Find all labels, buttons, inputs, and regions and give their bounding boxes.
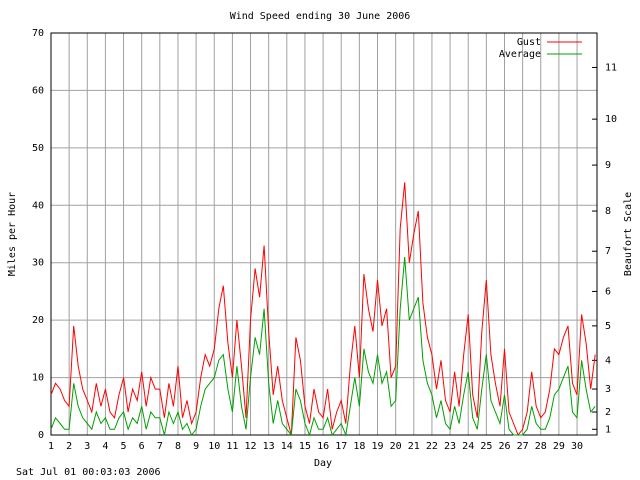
y2-tick-label: 10	[605, 114, 617, 125]
x-tick-label: 12	[245, 441, 257, 452]
chart-title: Wind Speed ending 30 June 2006	[230, 11, 411, 22]
x-tick-label: 1	[48, 441, 54, 452]
y2-tick-label: 5	[605, 321, 611, 332]
x-tick-label: 21	[408, 441, 420, 452]
x-tick-label: 20	[390, 441, 402, 452]
x-tick-label: 24	[462, 441, 474, 452]
x-tick-label: 8	[175, 441, 181, 452]
x-tick-label: 28	[535, 441, 547, 452]
y2-tick-label: 2	[605, 407, 611, 418]
legend-label: Gust	[517, 37, 541, 48]
legend-label: Average	[499, 49, 541, 60]
y-tick-label: 50	[32, 143, 44, 154]
x-tick-label: 18	[353, 441, 365, 452]
y2-tick-label: 11	[605, 62, 617, 73]
y-axis-label: Miles per Hour	[7, 192, 18, 276]
x-tick-label: 3	[84, 441, 90, 452]
x-tick-label: 29	[553, 441, 565, 452]
x-tick-label: 22	[426, 441, 438, 452]
x-tick-label: 15	[299, 441, 311, 452]
y2-tick-label: 6	[605, 286, 611, 297]
x-tick-label: 13	[263, 441, 275, 452]
y2-tick-label: 9	[605, 160, 611, 171]
y2-tick-label: 8	[605, 206, 611, 217]
y2-tick-label: 7	[605, 246, 611, 257]
y-tick-label: 30	[32, 258, 44, 269]
x-tick-label: 16	[317, 441, 329, 452]
x-tick-label: 27	[517, 441, 529, 452]
y2-axis-label: Beaufort Scale	[623, 192, 634, 276]
y-tick-label: 20	[32, 315, 44, 326]
y2-tick-label: 4	[605, 355, 611, 366]
x-tick-label: 14	[281, 441, 293, 452]
x-tick-label: 6	[139, 441, 145, 452]
y-tick-label: 10	[32, 373, 44, 384]
line-series	[50, 256, 596, 437]
y-tick-label: 70	[32, 28, 44, 39]
y2-tick-label: 3	[605, 384, 611, 395]
y-tick-label: 60	[32, 85, 44, 96]
line-series	[50, 182, 596, 436]
x-tick-label: 17	[335, 441, 347, 452]
footer: Sat Jul 01 00:03:03 2006	[16, 467, 161, 478]
x-tick-label: 2	[66, 441, 72, 452]
x-axis-label: Day	[314, 458, 332, 469]
plot-frame	[50, 32, 598, 436]
x-tick-label: 30	[571, 441, 583, 452]
x-tick-label: 5	[121, 441, 127, 452]
x-tick-label: 25	[480, 441, 492, 452]
x-tick-label: 23	[444, 441, 456, 452]
x-tick-label: 7	[157, 441, 163, 452]
x-tick-label: 9	[193, 441, 199, 452]
y2-tick-label: 1	[605, 424, 611, 435]
y-tick-label: 0	[38, 430, 44, 441]
x-tick-label: 10	[208, 441, 220, 452]
x-tick-label: 11	[226, 441, 238, 452]
x-tick-label: 4	[102, 441, 108, 452]
y-tick-label: 40	[32, 200, 44, 211]
x-tick-label: 26	[498, 441, 510, 452]
x-tick-label: 19	[371, 441, 383, 452]
